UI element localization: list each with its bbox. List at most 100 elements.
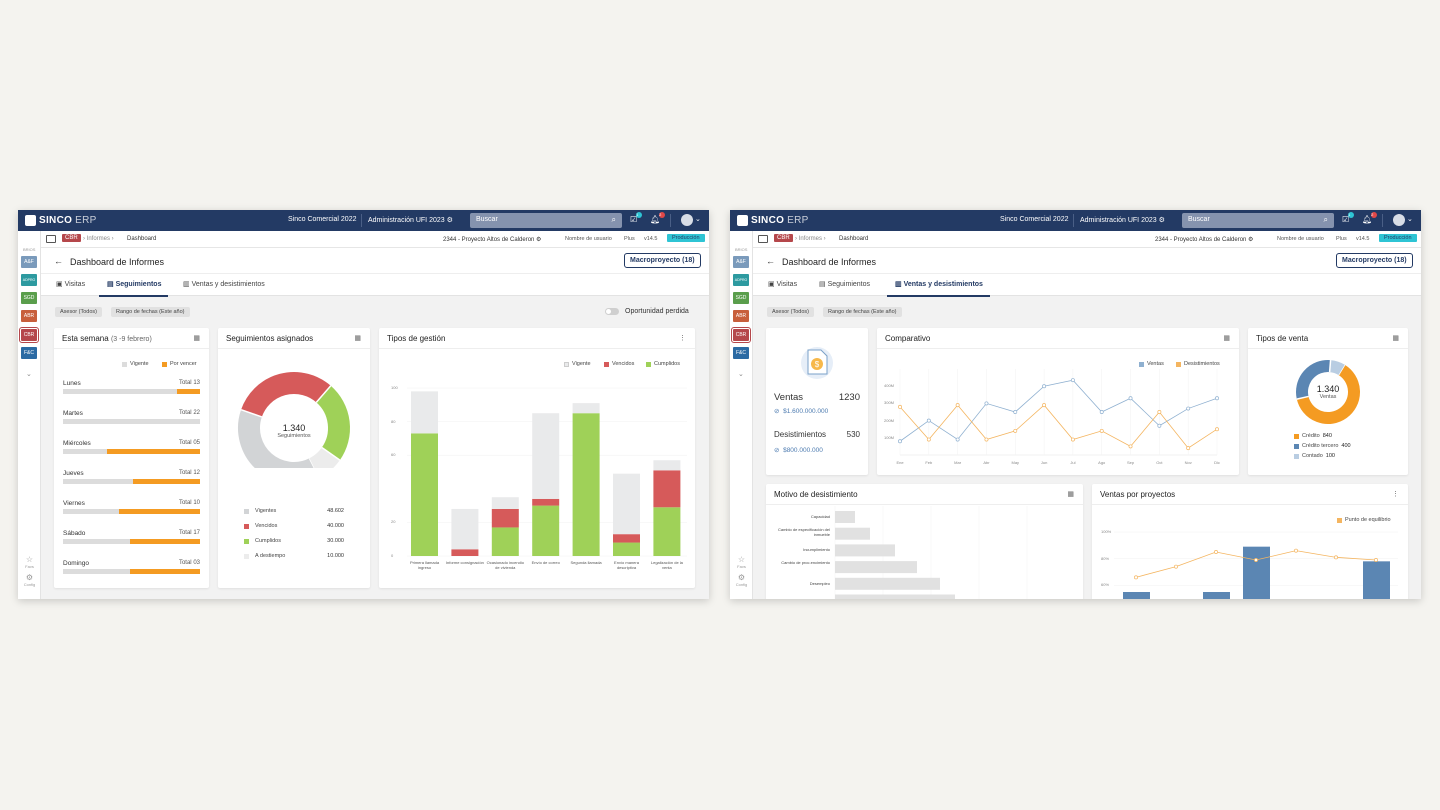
day-label: Jueves [63, 470, 84, 477]
back-arrow-icon[interactable]: ← [766, 256, 775, 266]
notification-badge: 2 [1371, 212, 1378, 218]
seguimientos-card: Seguimientos asignados ▦ 1.340 Seguimient… [218, 328, 370, 588]
avatar[interactable] [681, 214, 693, 226]
back-arrow-icon[interactable]: ← [54, 256, 63, 266]
breadcrumb-item[interactable]: › Informes › [83, 236, 114, 242]
donut-slice [1296, 360, 1331, 400]
legend-item: Crédito 840 [1294, 433, 1332, 439]
data-point [984, 401, 989, 406]
calendar-icon[interactable]: ▦ [354, 335, 361, 342]
tasks-icon[interactable]: ☑ 1 [1342, 212, 1355, 224]
day-total: Total 12 [179, 470, 200, 476]
module-fc[interactable]: F&C [733, 347, 749, 359]
tasks-icon[interactable]: ☑ 1 [630, 212, 643, 224]
calendar-icon[interactable]: ▦ [193, 335, 200, 342]
legend-item: Vigente [564, 361, 591, 367]
ventas-count: 1230 [838, 392, 860, 403]
data-point [1214, 550, 1218, 554]
legend-value: 10.000 [327, 553, 344, 559]
calendar-icon[interactable]: ▦ [1223, 335, 1230, 342]
day-label: Lunes [63, 380, 81, 387]
por-vencer-fill [106, 449, 200, 454]
tab-seguimientos[interactable]: ▤ Seguimientos [819, 280, 870, 297]
tab-ventas[interactable]: ▥ Ventas y desistimientos [183, 280, 265, 297]
seguimientos-donut [238, 372, 350, 468]
page-header: ← Dashboard de Informes Macroproyecto (1… [753, 248, 1421, 297]
tab-visitas[interactable]: ▣ Visitas [768, 280, 797, 297]
module-fc[interactable]: F&C [21, 347, 37, 359]
config-button[interactable]: ⚙ Config [18, 573, 41, 587]
data-point [1186, 446, 1191, 451]
tab-seguimientos[interactable]: ▤ Seguimientos [99, 280, 169, 297]
star-icon: ☆ [25, 555, 34, 564]
data-point [926, 437, 931, 442]
company-selector[interactable]: Sinco Comercial 2022 [1000, 216, 1069, 223]
module-af[interactable]: A&F [733, 256, 749, 268]
macroproyecto-button[interactable]: Macroproyecto (18) [1336, 253, 1413, 268]
week-day-row: Lunes Total 13 [63, 380, 200, 404]
module-af[interactable]: A&F [21, 256, 37, 268]
chevron-down-icon[interactable]: ⌄ [1407, 216, 1413, 223]
module-abr[interactable]: ABR [733, 310, 749, 322]
calendar-icon[interactable]: ▦ [1067, 491, 1074, 498]
version-label: v14.5 [1356, 236, 1370, 242]
chevron-down-icon[interactable]: ⌄ [738, 371, 744, 378]
company-selector[interactable]: Sinco Comercial 2022 [288, 216, 357, 223]
bell-icon[interactable]: 🔔︎ 2 [1362, 212, 1378, 224]
breadcrumb-module[interactable]: CBR [774, 234, 793, 242]
more-vertical-icon[interactable]: ⋮ [1392, 491, 1399, 498]
module-sgd[interactable]: SGD [21, 292, 37, 304]
project-selector[interactable]: 2344 - Proyecto Altos de Calderon ⚙ [443, 237, 542, 243]
donut-slice [241, 372, 331, 418]
more-vertical-icon[interactable]: ⋮ [679, 335, 686, 342]
macroproyecto-button[interactable]: Macroproyecto (18) [624, 253, 701, 268]
bar [1243, 546, 1270, 599]
module-sgd[interactable]: SGD [733, 292, 749, 304]
breadcrumb-module[interactable]: CBR [62, 234, 81, 242]
config-button[interactable]: ⚙ Config [730, 573, 753, 587]
module-adpro[interactable]: ADPRO [21, 274, 37, 286]
favorites-button[interactable]: ☆ Favs [730, 555, 753, 569]
por-vencer-fill [176, 389, 200, 394]
calendar-icon[interactable]: ▦ [1392, 335, 1399, 342]
sinco-logo[interactable]: SINCO ERP [737, 215, 809, 226]
tab-ventas[interactable]: ▥ Ventas y desistimientos [887, 280, 990, 297]
bar-segment [491, 497, 519, 509]
date-range-filter[interactable]: Rango de fechas (Este año) [111, 307, 190, 317]
search-input[interactable]: Buscar ⌕ [470, 213, 622, 228]
date-range-filter[interactable]: Rango de fechas (Este año) [823, 307, 902, 317]
asesor-filter[interactable]: Asesor (Todos) [767, 307, 814, 317]
module-cbr[interactable]: CBR [731, 327, 751, 343]
module-cbr[interactable]: CBR [19, 327, 39, 343]
blocked-icon: ⊘ [774, 447, 780, 454]
divider [670, 214, 671, 227]
ventas-proyectos-chart [1114, 531, 1398, 599]
tab-visitas[interactable]: ▣ Visitas [56, 280, 85, 297]
module-adpro[interactable]: ADPRO [733, 274, 749, 286]
comparativo-card: Comparativo ▦ Ventas Desistimientos 100M 2… [877, 328, 1239, 475]
data-point [1128, 396, 1133, 401]
oportunidad-toggle[interactable] [605, 308, 619, 315]
legend-label: Crédito [1302, 433, 1320, 439]
favorites-button[interactable]: ☆ Favs [18, 555, 41, 569]
sinco-logo[interactable]: SINCO ERP [25, 215, 97, 226]
data-point [1099, 410, 1104, 414]
avatar[interactable] [1393, 214, 1405, 226]
asesor-filter[interactable]: Asesor (Todos) [55, 307, 102, 317]
search-input[interactable]: Buscar ⌕ [1182, 213, 1334, 228]
project-selector[interactable]: 2344 - Proyecto Altos de Calderon ⚙ [1155, 237, 1254, 243]
svg-text:$: $ [815, 360, 820, 369]
breadcrumb-item[interactable]: › Informes › [795, 236, 826, 242]
motivo-chart [834, 506, 1028, 599]
admin-selector[interactable]: Administración UFI 2023 ⚙ [1080, 216, 1165, 224]
bell-icon[interactable]: 🔔︎ 2 [650, 212, 666, 224]
chevron-down-icon[interactable]: ⌄ [695, 216, 701, 223]
legend-label: Vencidos [255, 523, 278, 529]
admin-selector[interactable]: Administración UFI 2023 ⚙ [368, 216, 453, 224]
y-tick-label: Cambio de proc.encimiento [781, 560, 830, 566]
bar-segment [491, 508, 519, 528]
slice-divider [240, 409, 263, 418]
chevron-down-icon[interactable]: ⌄ [26, 371, 32, 378]
desistimientos-label: Desistimientos [774, 430, 827, 439]
module-abr[interactable]: ABR [21, 310, 37, 322]
